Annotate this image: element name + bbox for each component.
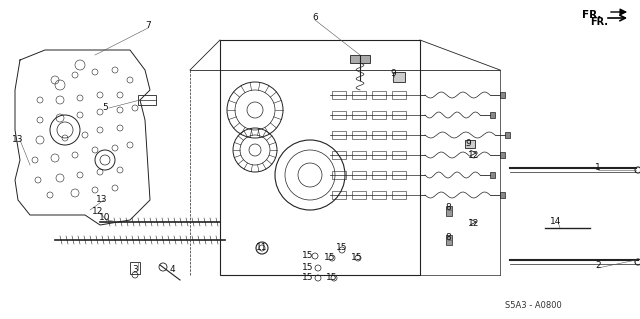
Bar [332, 171, 346, 179]
Text: 13: 13 [96, 196, 108, 204]
Text: 6: 6 [312, 13, 318, 23]
Text: 12: 12 [92, 207, 104, 217]
Bar [332, 131, 346, 139]
Text: 7: 7 [145, 21, 151, 31]
Text: 10: 10 [99, 213, 111, 222]
Bar [392, 151, 406, 159]
Bar [392, 191, 406, 199]
Bar [138, 95, 156, 105]
Bar [500, 92, 505, 98]
Bar [220, 40, 420, 275]
Bar [372, 171, 386, 179]
Text: FR.: FR. [590, 17, 608, 27]
Bar [352, 91, 366, 99]
Bar [490, 172, 495, 178]
Text: 11: 11 [256, 242, 268, 251]
Bar [352, 111, 366, 119]
Bar [332, 91, 346, 99]
Bar [500, 192, 505, 198]
Bar [372, 131, 386, 139]
Bar [393, 72, 405, 82]
Bar [350, 55, 370, 63]
Bar [332, 111, 346, 119]
Bar [372, 191, 386, 199]
Text: 15: 15 [324, 253, 336, 262]
Bar [372, 111, 386, 119]
Text: 15: 15 [302, 273, 314, 283]
Bar [332, 191, 346, 199]
Bar [446, 206, 452, 216]
Text: 9: 9 [465, 138, 471, 147]
Bar [352, 131, 366, 139]
Text: 4: 4 [169, 265, 175, 275]
Text: 15: 15 [351, 253, 363, 262]
Bar [372, 91, 386, 99]
Text: 1: 1 [595, 164, 601, 173]
Bar [130, 262, 140, 274]
Text: 15: 15 [326, 273, 338, 283]
Text: 12: 12 [468, 219, 480, 227]
Bar [500, 152, 505, 158]
Bar [352, 151, 366, 159]
Bar [392, 171, 406, 179]
Bar [392, 91, 406, 99]
Text: 14: 14 [550, 218, 562, 226]
Bar [446, 235, 452, 245]
Text: 5: 5 [102, 102, 108, 112]
Text: 13: 13 [12, 136, 24, 145]
Bar [392, 131, 406, 139]
Text: 3: 3 [132, 265, 138, 275]
Bar [332, 151, 346, 159]
Bar [505, 132, 510, 138]
Bar [352, 191, 366, 199]
Text: FR.: FR. [582, 10, 602, 20]
Text: 12: 12 [468, 151, 480, 160]
Bar [490, 112, 495, 118]
Text: 15: 15 [302, 251, 314, 261]
Text: 9: 9 [390, 69, 396, 78]
Text: S5A3 - A0800: S5A3 - A0800 [505, 300, 562, 309]
Text: 8: 8 [445, 204, 451, 212]
Text: 15: 15 [302, 263, 314, 272]
Bar [372, 151, 386, 159]
Bar [352, 171, 366, 179]
Text: 15: 15 [336, 242, 348, 251]
Bar [465, 140, 475, 148]
Bar [392, 111, 406, 119]
Text: 8: 8 [445, 234, 451, 242]
Text: 2: 2 [595, 261, 601, 270]
